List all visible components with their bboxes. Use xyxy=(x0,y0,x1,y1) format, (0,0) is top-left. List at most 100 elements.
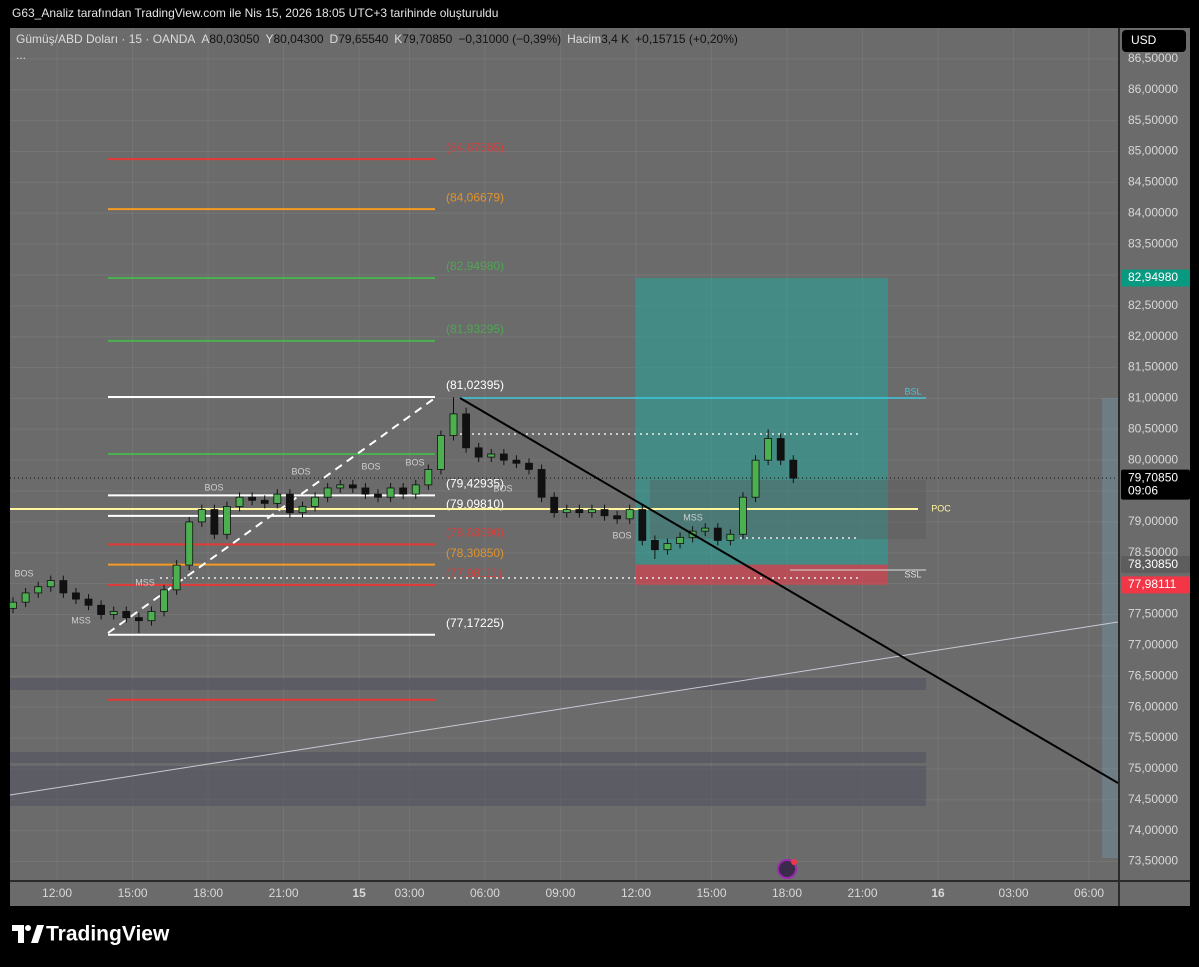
candle-body xyxy=(449,413,458,436)
candle-body xyxy=(210,509,219,535)
annotation: POC xyxy=(931,503,951,513)
legend: Gümüş/ABD Doları · 15 · OANDA A80,03050 Y8… xyxy=(16,32,738,46)
target-zone xyxy=(636,278,888,565)
level-label: (82,94980) xyxy=(446,259,504,273)
candle-body xyxy=(323,487,332,498)
x-tick-label: 15 xyxy=(352,886,366,900)
price-badge-label: 79,70850 xyxy=(1128,470,1178,484)
annotation: BOS xyxy=(291,466,310,476)
candle-body xyxy=(235,496,244,507)
legend-volume-key: Hacim xyxy=(567,32,601,46)
x-tick-label: 12:00 xyxy=(42,886,72,900)
price-badge-label: 77,98111 xyxy=(1128,577,1177,591)
candle-body xyxy=(285,493,294,514)
candle-body xyxy=(134,617,143,622)
header-text: G63_Analiz tarafından TradingView.com il… xyxy=(12,6,498,20)
candle-body xyxy=(676,536,684,544)
candle-body xyxy=(9,601,17,609)
legend-close-key: K xyxy=(394,32,402,46)
candle-body xyxy=(386,487,395,498)
annotation: MSS xyxy=(71,615,91,625)
y-tick-label: 81,50000 xyxy=(1128,360,1178,374)
candle-body xyxy=(638,509,647,541)
candle-body xyxy=(185,521,194,566)
legend-open-key: A xyxy=(201,32,209,46)
zone xyxy=(10,752,926,763)
candle-body xyxy=(361,487,370,495)
x-tick-label: 09:00 xyxy=(545,886,575,900)
annotation: BOS xyxy=(612,530,631,540)
candle-body xyxy=(197,509,206,523)
candle-body xyxy=(776,438,785,461)
x-tick-label: 16 xyxy=(931,886,945,900)
y-tick-label: 73,50000 xyxy=(1128,854,1178,868)
y-tick-label: 76,00000 xyxy=(1128,699,1178,713)
y-tick-label: 79,00000 xyxy=(1128,514,1178,528)
candle-body xyxy=(273,493,282,504)
price-badge-countdown: 09:06 xyxy=(1128,483,1158,497)
candle-body xyxy=(298,506,307,514)
y-tick-label: 75,00000 xyxy=(1128,761,1178,775)
x-tick-label: 21:00 xyxy=(848,886,878,900)
y-tick-label: 85,00000 xyxy=(1128,144,1178,158)
level-label: (79,09810) xyxy=(446,497,504,511)
legend-low-key: D xyxy=(330,32,339,46)
legend-low: 79,65540 xyxy=(338,32,388,46)
candle-body xyxy=(59,580,68,594)
legend-volume-change: +0,15715 (+0,20%) xyxy=(635,32,738,46)
candle-body xyxy=(739,496,747,535)
annotation: BOS xyxy=(361,461,380,471)
zone xyxy=(10,766,926,806)
y-tick-label: 84,00000 xyxy=(1128,205,1178,219)
alert-icon xyxy=(777,859,797,879)
legend-change: −0,31000 (−0,39%) xyxy=(458,32,561,46)
candle-body xyxy=(147,611,156,622)
level-label: (79,42935) xyxy=(446,477,504,491)
x-tick-label: 15:00 xyxy=(118,886,148,900)
candle-body xyxy=(109,611,118,615)
level-label: (84,87565) xyxy=(446,140,504,154)
legend-high-key: Y xyxy=(265,32,273,46)
candle-body xyxy=(97,604,106,615)
candle-body xyxy=(311,496,319,507)
dashed-line xyxy=(107,397,436,634)
level-label: (81,02395) xyxy=(446,378,504,392)
candle-body xyxy=(348,484,357,489)
candle-body xyxy=(46,580,55,588)
legend-symbol: Gümüş/ABD Doları · 15 · OANDA xyxy=(16,32,195,46)
x-tick-label: 03:00 xyxy=(999,886,1029,900)
y-tick-label: 75,50000 xyxy=(1128,730,1178,744)
y-tick-label: 84,50000 xyxy=(1128,175,1178,189)
candle-body xyxy=(650,540,659,551)
price-badge-label: 78,30850 xyxy=(1128,557,1178,571)
zone xyxy=(10,678,926,690)
annotation: BOS xyxy=(204,482,223,492)
y-tick-label: 77,50000 xyxy=(1128,607,1178,621)
candle-body xyxy=(34,586,43,594)
price-badge-label: 82,94980 xyxy=(1128,270,1178,284)
candle-body xyxy=(248,496,257,501)
candle-body xyxy=(575,509,584,514)
candle-body xyxy=(437,435,445,470)
level-label: (84,06679) xyxy=(446,190,504,204)
level-label: (78,30850) xyxy=(446,546,504,560)
candle-body xyxy=(713,527,722,541)
candle-body xyxy=(537,469,546,498)
candle-body xyxy=(600,509,609,517)
candle-body xyxy=(462,413,470,449)
level-label: (78,63590) xyxy=(446,526,504,540)
annotation: BSL xyxy=(904,386,921,396)
candle-body xyxy=(588,509,596,514)
y-tick-label: 78,50000 xyxy=(1128,545,1178,559)
legend-high: 80,04300 xyxy=(273,32,323,46)
legend-open: 80,03050 xyxy=(209,32,259,46)
annotation: BOS xyxy=(405,457,424,467)
currency: USD xyxy=(1131,33,1157,47)
candle-body xyxy=(525,462,533,470)
y-tick-label: 83,50000 xyxy=(1128,236,1178,250)
x-tick-label: 06:00 xyxy=(1074,886,1104,900)
candle-body xyxy=(550,496,559,514)
candle-body xyxy=(474,447,483,458)
